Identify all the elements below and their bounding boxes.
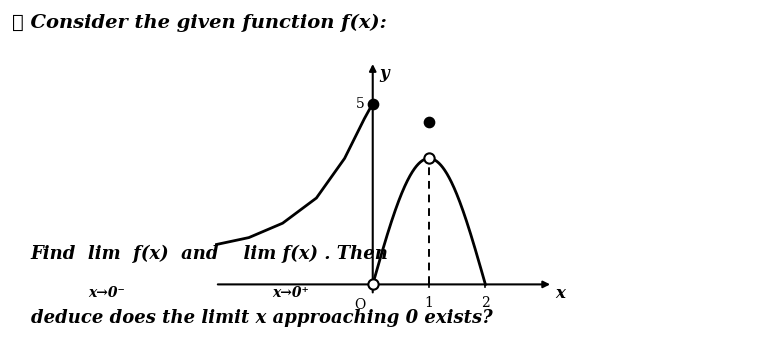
Point — [366, 282, 379, 287]
Text: x→0⁺: x→0⁺ — [273, 286, 310, 300]
Text: deduce does the limit x approaching 0 exists?: deduce does the limit x approaching 0 ex… — [31, 309, 492, 327]
Point — [366, 102, 379, 107]
Point — [423, 120, 435, 125]
Text: O: O — [355, 298, 366, 312]
Text: 2: 2 — [481, 296, 490, 310]
Text: ② Consider the given function f(x):: ② Consider the given function f(x): — [12, 14, 386, 32]
Point — [423, 156, 435, 161]
Text: y: y — [379, 65, 389, 82]
Text: x→0⁻: x→0⁻ — [88, 286, 125, 300]
Text: x: x — [556, 285, 566, 302]
Text: 1: 1 — [425, 296, 433, 310]
Text: 5: 5 — [356, 97, 364, 112]
Text: Find  lim  f(x)  and    lim f(x) . Then: Find lim f(x) and lim f(x) . Then — [31, 245, 389, 263]
